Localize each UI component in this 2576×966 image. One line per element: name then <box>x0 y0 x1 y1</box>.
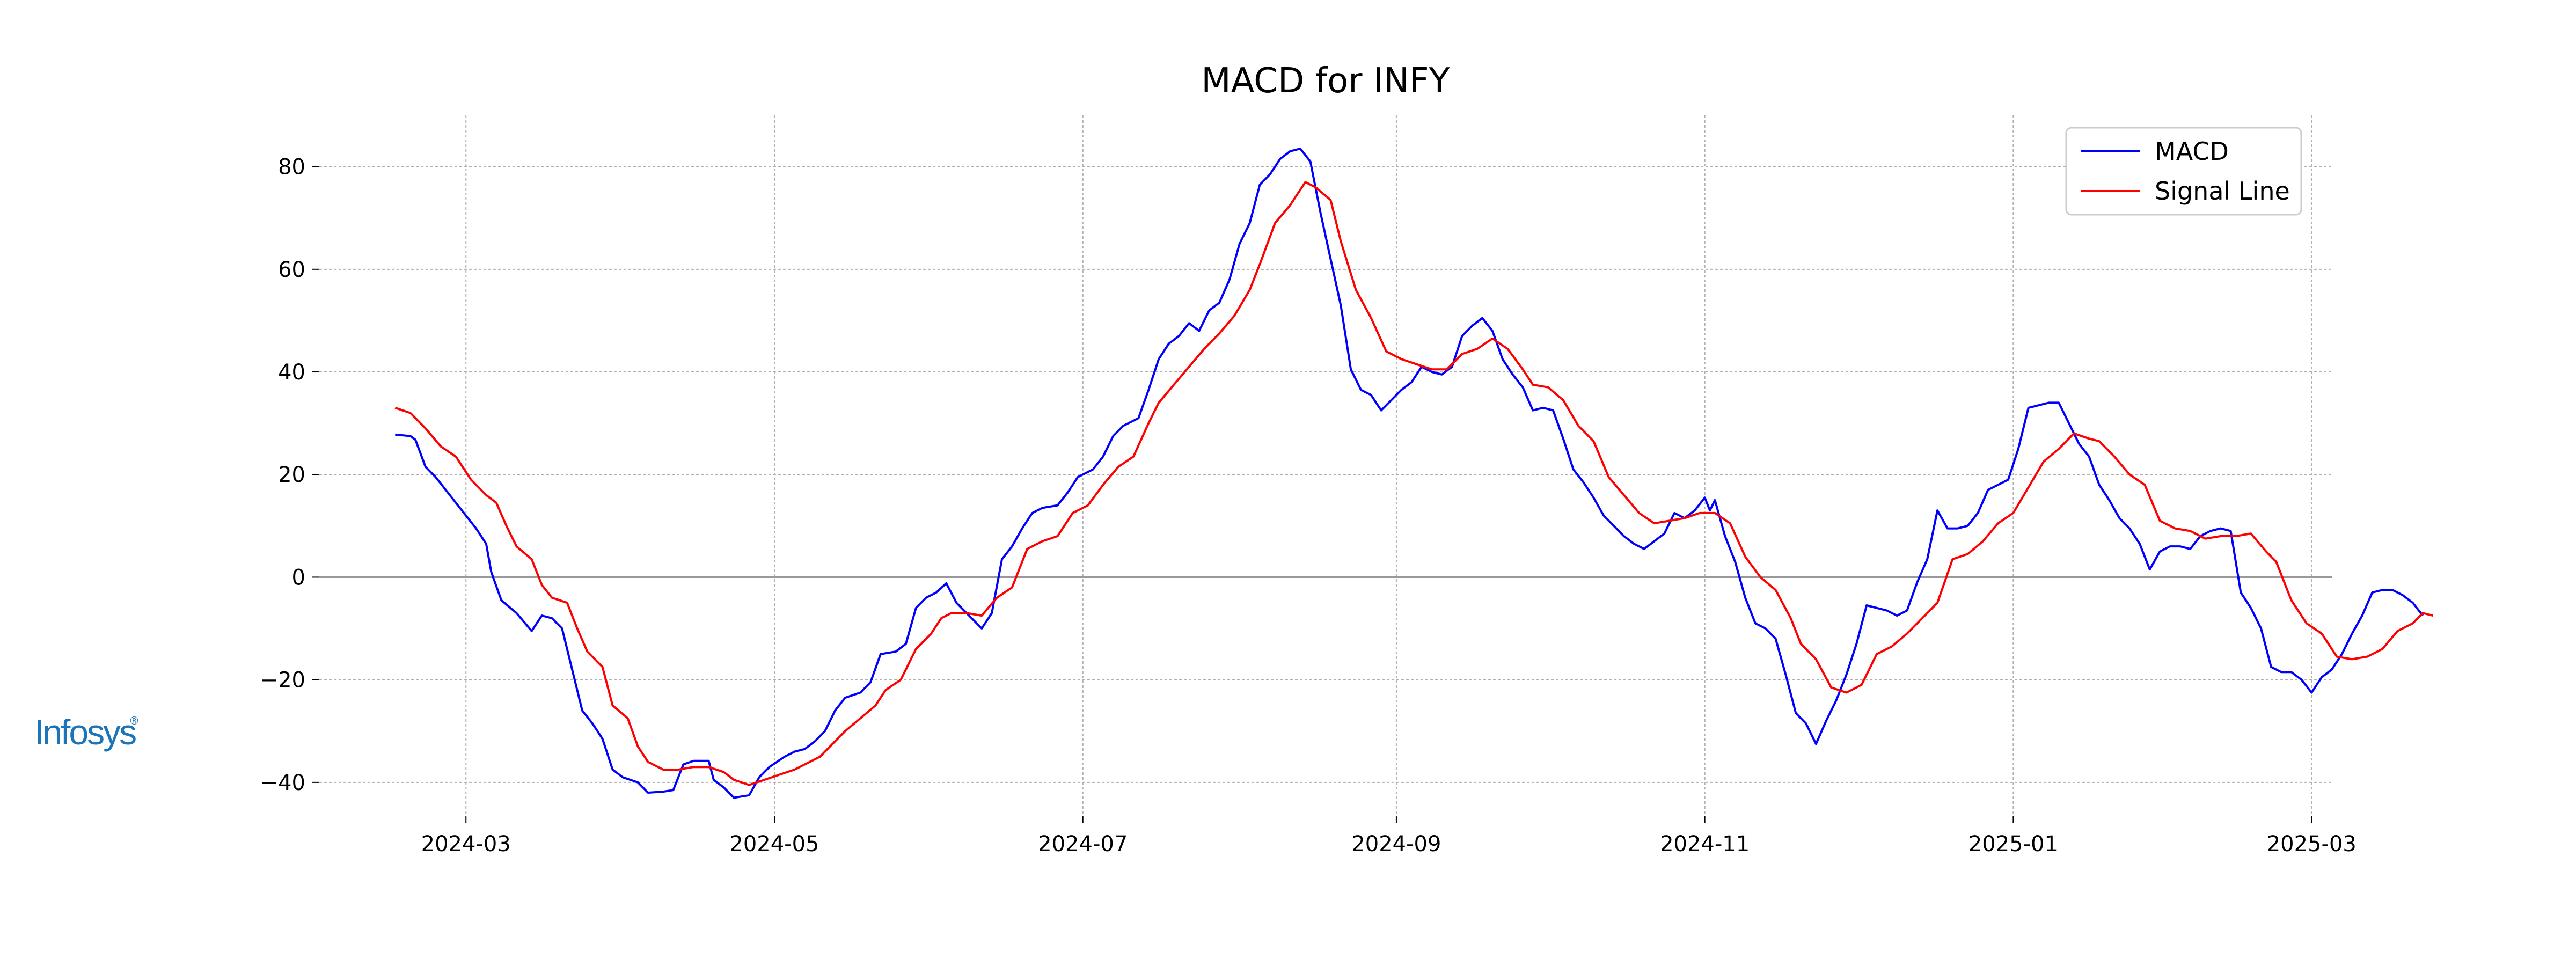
y-tick-label: 40 <box>278 360 305 385</box>
series-lines <box>394 148 2433 799</box>
y-tick-label: 20 <box>278 463 305 487</box>
infosys-logo-text: Infosys <box>34 712 136 752</box>
x-tick-label: 2024-09 <box>1351 832 1441 857</box>
x-tick-label: 2025-03 <box>2267 832 2357 857</box>
y-tick-label: 80 <box>278 155 305 180</box>
x-tick-label: 2024-07 <box>1038 832 1128 857</box>
chart-title: MACD for INFY <box>1201 61 1450 101</box>
y-tick-label: 0 <box>292 565 305 590</box>
x-tick-label: 2025-01 <box>1968 832 2058 857</box>
legend: MACD Signal Line <box>2065 127 2302 216</box>
axis-ticks: −40 −20 0 20 40 60 80 2024-03 2024-05 2024-07 2024… <box>260 155 2357 857</box>
series-line-signal-line <box>394 181 2433 786</box>
x-tick-label: 2024-05 <box>729 832 819 857</box>
registered-mark-icon: ® <box>129 714 140 727</box>
legend-box <box>2065 127 2302 216</box>
y-tick-label: −20 <box>260 668 305 693</box>
x-tick-label: 2024-03 <box>421 832 511 857</box>
legend-label-macd: MACD <box>2155 137 2229 166</box>
series-line-macd <box>395 148 2424 799</box>
infosys-logo: Infosys ® <box>34 712 140 752</box>
y-tick-label: 60 <box>278 258 305 282</box>
legend-label-signal-line: Signal Line <box>2155 177 2290 206</box>
x-tick-label: 2024-11 <box>1660 832 1750 857</box>
y-tick-label: −40 <box>260 771 305 795</box>
